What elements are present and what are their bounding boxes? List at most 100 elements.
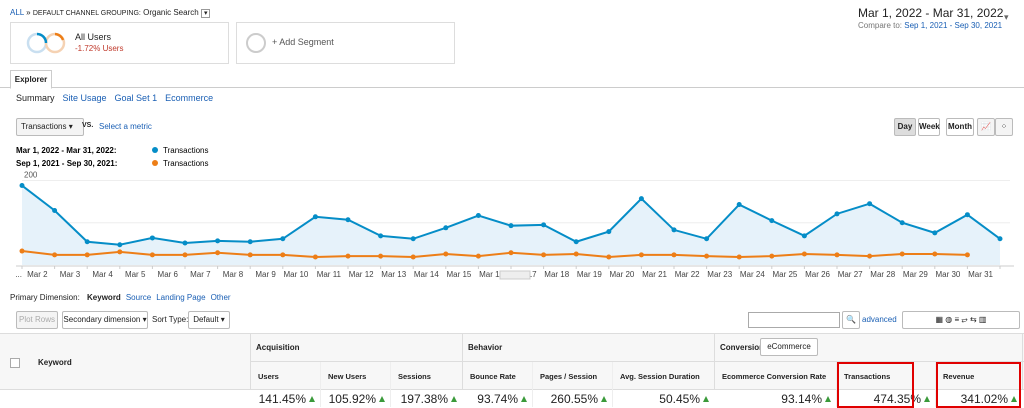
group-divider <box>1022 334 1023 407</box>
column-header[interactable]: Pages / Session <box>540 372 598 381</box>
segment-box[interactable]: All Users -1.72% Users <box>10 22 229 64</box>
up-arrow <box>703 396 709 402</box>
chart-handle <box>499 270 531 280</box>
view-buttons[interactable]: ▦ ◍ ≡ ⥂ ⇆ ▥ <box>902 311 1020 329</box>
point <box>671 227 677 233</box>
dimension-option[interactable]: Source <box>125 293 152 302</box>
point <box>182 252 188 258</box>
x-tick-label: Mar 15 <box>446 270 471 279</box>
compare: Compare to: Sep 1, 2021 - Sep 30, 2021 <box>858 21 1002 30</box>
column-header[interactable]: Sessions <box>398 372 431 381</box>
date-range[interactable]: Mar 1, 2022 - Mar 31, 2022 <box>858 6 1004 20</box>
row-line <box>250 361 1024 362</box>
point <box>345 253 351 259</box>
legend-name: Transactions <box>163 159 209 168</box>
x-tick-label: Mar 9 <box>255 270 276 279</box>
subtab[interactable]: Site Usage <box>62 93 107 103</box>
x-tick-label: Mar 30 <box>935 270 960 279</box>
metric: Transactions <box>21 122 67 131</box>
total-value: 474.35% <box>873 392 921 406</box>
point <box>443 225 449 231</box>
up-arrow <box>379 396 385 402</box>
search-btn[interactable]: 🔍 <box>842 311 860 329</box>
crumb-dropdown[interactable]: ▾ <box>200 9 211 18</box>
point <box>247 239 253 245</box>
point <box>378 233 384 239</box>
secondary-dimension[interactable]: Secondary dimension ▾ <box>62 311 148 329</box>
x-tick-label: Mar 11 <box>317 270 342 279</box>
x-tick-label: Mar 27 <box>838 270 863 279</box>
up-arrow <box>309 396 315 402</box>
compare-range: Sep 1, 2021 - Sep 30, 2021 <box>904 21 1003 30</box>
column-header[interactable]: Ecommerce Conversion Rate <box>722 372 827 381</box>
up-arrow <box>924 396 930 402</box>
tab-line <box>0 87 1024 88</box>
point <box>834 252 840 258</box>
dimension-option[interactable]: Landing Page <box>156 293 206 302</box>
col-divider <box>390 362 391 407</box>
chart: Mar 1, 2022 - Mar 31, 2022: Transactions S… <box>15 146 1014 280</box>
total-value: 260.55% <box>550 392 598 406</box>
point <box>964 252 970 258</box>
conversion-select[interactable]: eCommerce <box>760 338 818 356</box>
metric-select[interactable]: Transactions ▾ <box>16 118 84 136</box>
crumb-all[interactable]: ALL <box>10 8 24 17</box>
group-divider <box>714 334 715 407</box>
column-header[interactable]: Avg. Session Duration <box>620 372 700 381</box>
point <box>215 238 221 244</box>
search-input[interactable] <box>748 312 840 328</box>
line-chart-btn[interactable]: 📈 <box>977 118 995 136</box>
dimension-option[interactable]: Keyword <box>87 293 121 302</box>
subtab[interactable]: Ecommerce <box>165 93 214 103</box>
granularity-btn[interactable]: Week <box>918 118 940 136</box>
point <box>964 212 970 218</box>
x-tick-label: Mar 19 <box>577 270 602 279</box>
subtab[interactable]: Goal Set 1 <box>114 93 158 103</box>
date-caret[interactable]: ▾ <box>1004 12 1009 22</box>
column-header[interactable]: Transactions <box>844 372 891 381</box>
point <box>117 242 123 248</box>
dimension-header: Keyword <box>38 358 72 367</box>
series-line <box>21 250 968 258</box>
point <box>410 254 416 260</box>
motion-chart-btn[interactable]: ⁘ <box>995 118 1013 136</box>
add-icon <box>246 33 266 53</box>
total-value: 341.02% <box>960 392 1008 406</box>
up-arrow <box>601 396 607 402</box>
column-header[interactable]: Users <box>258 372 279 381</box>
granularity-btn[interactable]: Month <box>946 118 974 136</box>
dimension-option[interactable]: Other <box>210 293 231 302</box>
advanced[interactable]: advanced <box>862 315 897 324</box>
x-tick-label: Mar 14 <box>414 270 439 279</box>
point <box>997 236 1003 242</box>
column-header[interactable]: Bounce Rate <box>470 372 516 381</box>
pd-label: Primary Dimension: <box>10 293 80 302</box>
granularity-btn[interactable]: Day <box>894 118 916 136</box>
select-all[interactable] <box>10 358 20 368</box>
col-divider <box>320 362 321 407</box>
point <box>573 239 579 245</box>
col-divider <box>612 362 613 407</box>
point <box>52 207 58 213</box>
legend-period: Sep 1, 2021 - Sep 30, 2021: <box>16 159 117 168</box>
compare-label: Compare to: <box>858 21 903 30</box>
x-tick-label: Mar 13 <box>381 270 406 279</box>
x-tick-label: Mar 31 <box>968 270 993 279</box>
x-tick-label: Mar 29 <box>903 270 928 279</box>
add-segment[interactable]: + Add Segment <box>272 37 334 47</box>
column-header[interactable]: Revenue <box>943 372 975 381</box>
column-header[interactable]: New Users <box>328 372 367 381</box>
explorer-tab[interactable]: Explorer <box>10 70 52 89</box>
point <box>541 252 547 258</box>
point <box>19 183 25 189</box>
sort-label: Sort Type: <box>152 315 189 324</box>
add-segment-box[interactable]: + Add Segment <box>236 22 455 64</box>
point <box>312 254 318 260</box>
subtab[interactable]: Summary <box>16 93 55 103</box>
plot-rows[interactable]: Plot Rows <box>16 311 58 329</box>
point <box>736 254 742 260</box>
sort-select[interactable]: Default ▾ <box>188 311 230 329</box>
secondary-label: Secondary dimension <box>63 315 141 324</box>
x-tick-label: Mar 16 <box>479 270 504 279</box>
select-metric[interactable]: Select a metric <box>99 122 152 131</box>
